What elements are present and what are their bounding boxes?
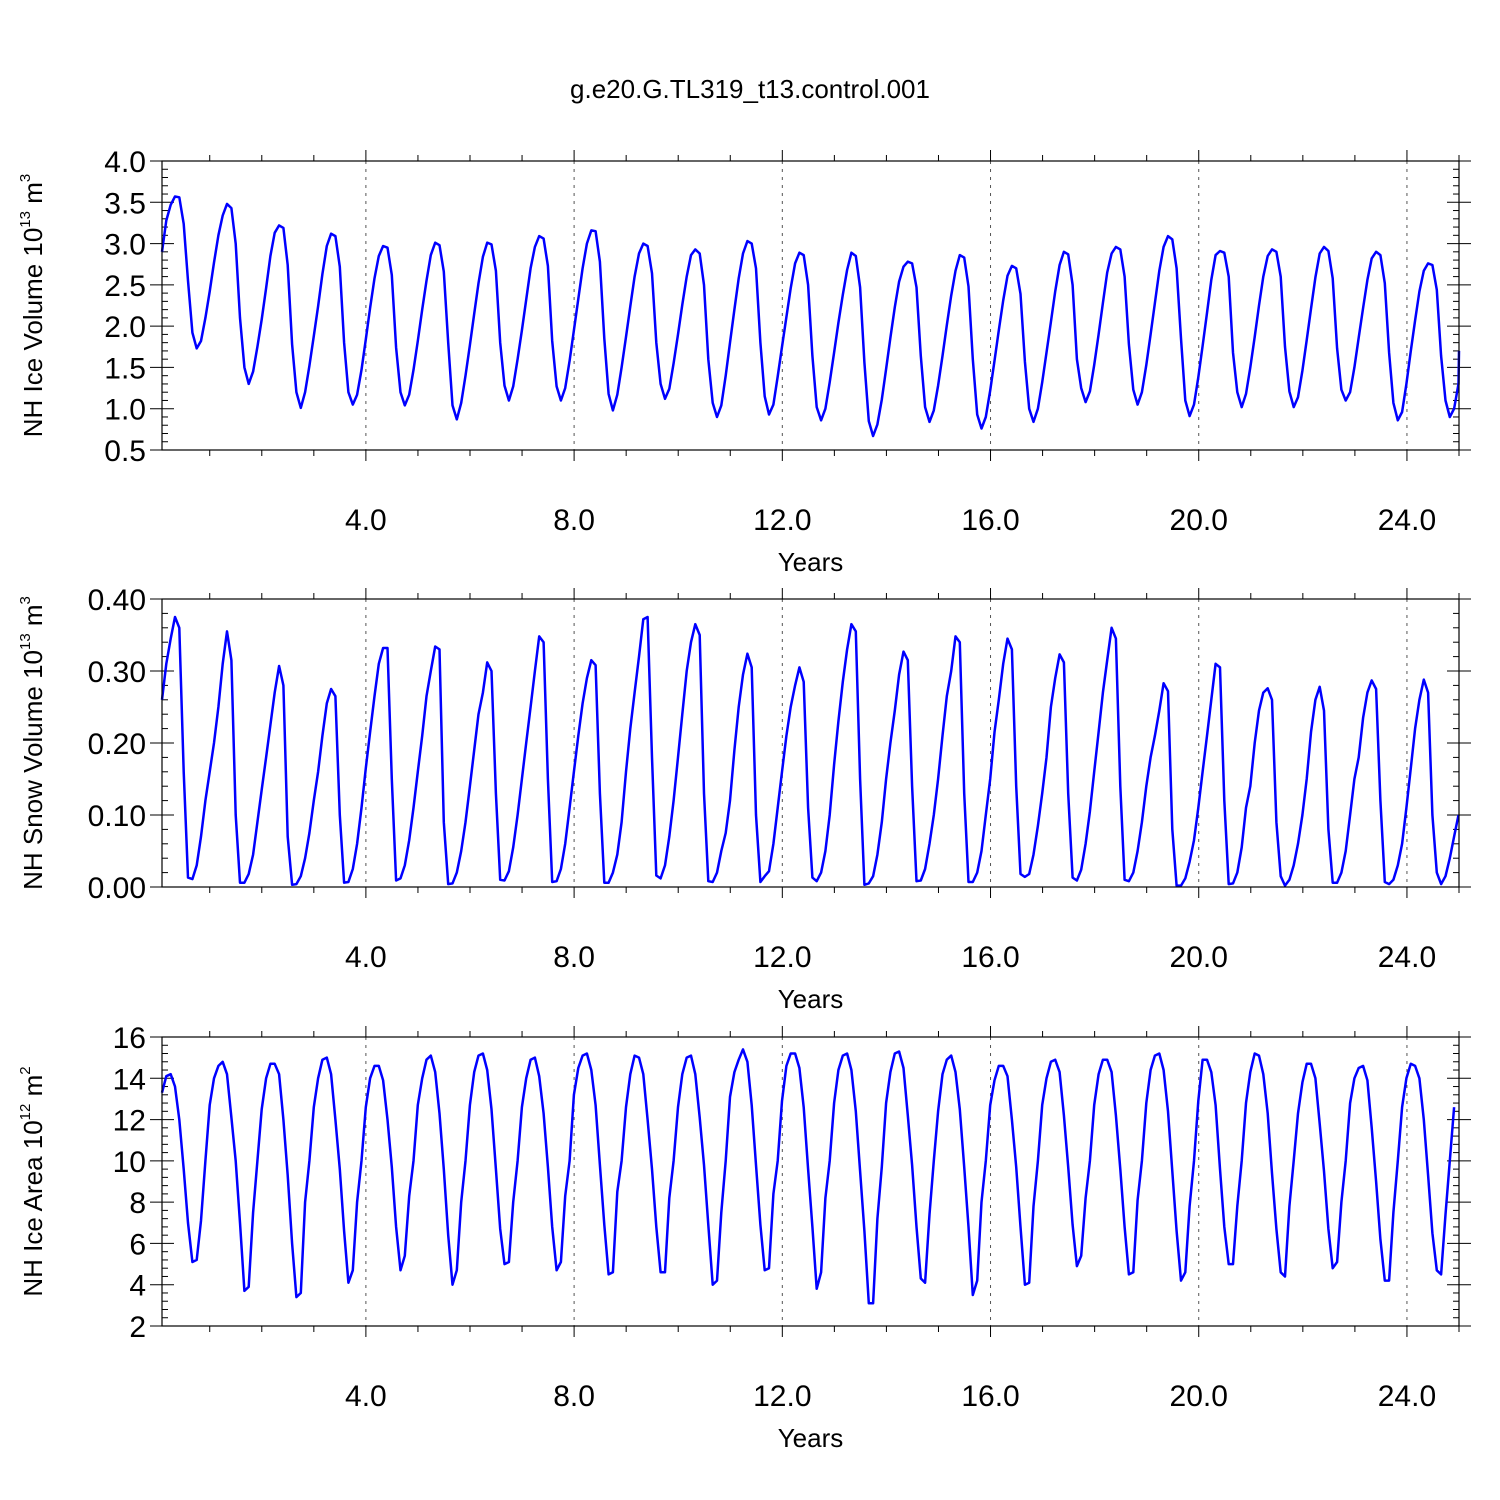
y-tick-label: 4.0 [104, 146, 146, 179]
y-tick-labels: 2 4 6 8 10 12 14 16 [113, 1022, 146, 1344]
y-axis-title: NH Ice Volume 1013 m3 [17, 174, 48, 437]
vertical-gridlines [365, 1037, 1408, 1326]
x-tick-label: 16.0 [961, 504, 1019, 537]
panel-snow-volume: 0.00 0.10 0.20 0.30 0.40 4.0 8.0 12.0 16.0 20.0 2… [17, 584, 1471, 1014]
y-tick-label: 10 [113, 1146, 146, 1179]
y-tick-label: 1.0 [104, 394, 146, 427]
x-tick-label: 12.0 [753, 941, 811, 974]
x-axis-title: Years [778, 547, 844, 577]
x-tick-label: 8.0 [553, 1380, 595, 1413]
y-axis-title-exponent: 13 [17, 633, 34, 650]
x-tick-label: 20.0 [1170, 504, 1228, 537]
x-tick-label: 16.0 [961, 941, 1019, 974]
minor-ticks [162, 1031, 1460, 1332]
plot-frame [161, 598, 1460, 888]
x-tick-label: 20.0 [1170, 1380, 1228, 1413]
y-axis-title-unit: m [18, 604, 48, 633]
y-tick-label: 2.5 [104, 270, 146, 303]
y-tick-label: 0.5 [104, 435, 146, 468]
y-axis-title-exponent: 13 [17, 211, 34, 228]
x-tick-label: 8.0 [553, 941, 595, 974]
y-tick-labels: 0.5 1.0 1.5 2.0 2.5 3.0 3.5 4.0 [104, 146, 146, 468]
y-axis-title: NH Ice Area 1012 m2 [17, 1066, 48, 1296]
y-tick-label: 12 [113, 1105, 146, 1138]
x-tick-label: 16.0 [961, 1380, 1019, 1413]
ice-volume-line [160, 195, 1461, 438]
plot-frame [161, 160, 1460, 451]
snow-volume-line [160, 615, 1460, 887]
y-tick-label: 2.0 [104, 311, 146, 344]
x-tick-label: 20.0 [1170, 941, 1228, 974]
panel-ice-volume: 0.5 1.0 1.5 2.0 2.5 3.0 3.5 4.0 4.0 8.0 12.0 16.0 2… [17, 146, 1471, 577]
y-tick-label: 0.40 [88, 584, 146, 617]
x-tick-label: 24.0 [1378, 504, 1436, 537]
panel-ice-area: 2 4 6 8 10 12 14 16 4.0 8.0 12.0 16.0 20.0 24.0 Year… [17, 1022, 1471, 1453]
x-tick-labels: 4.0 8.0 12.0 16.0 20.0 24.0 [345, 941, 1436, 974]
y-axis-title-unit: m [18, 1075, 48, 1104]
figure-title: g.e20.G.TL319_t13.control.001 [570, 74, 930, 104]
x-tick-label: 4.0 [345, 504, 387, 537]
ice-area-line [160, 1048, 1456, 1305]
x-tick-label: 12.0 [753, 504, 811, 537]
x-tick-label: 8.0 [553, 504, 595, 537]
x-tick-label: 12.0 [753, 1380, 811, 1413]
x-axis-title: Years [778, 1423, 844, 1453]
x-axis-title: Years [778, 984, 844, 1014]
x-tick-label: 24.0 [1378, 941, 1436, 974]
y-tick-label: 1.5 [104, 352, 146, 385]
y-axis-title-exponent: 12 [17, 1104, 34, 1121]
y-tick-label: 0.10 [88, 800, 146, 833]
y-axis-title-text: NH Snow Volume 10 [18, 650, 48, 890]
plot-frame [161, 1036, 1460, 1327]
y-tick-label: 14 [113, 1063, 146, 1096]
y-tick-label: 16 [113, 1022, 146, 1055]
y-axis-title: NH Snow Volume 1013 m3 [17, 596, 48, 890]
y-tick-labels: 0.00 0.10 0.20 0.30 0.40 [88, 584, 146, 905]
y-tick-label: 2 [129, 1311, 146, 1344]
y-tick-label: 6 [129, 1228, 146, 1261]
x-tick-label: 4.0 [345, 1380, 387, 1413]
y-tick-label: 4 [129, 1270, 146, 1303]
x-tick-labels: 4.0 8.0 12.0 16.0 20.0 24.0 [345, 1380, 1436, 1413]
y-tick-label: 3.5 [104, 187, 146, 220]
y-tick-label: 3.0 [104, 229, 146, 262]
y-axis-title-unit-exponent: 2 [17, 1066, 34, 1074]
minor-ticks [162, 155, 1460, 456]
x-tick-label: 24.0 [1378, 1380, 1436, 1413]
x-tick-label: 4.0 [345, 941, 387, 974]
y-tick-label: 0.00 [88, 872, 146, 905]
vertical-gridlines [365, 161, 1408, 450]
y-tick-label: 0.20 [88, 728, 146, 761]
y-axis-title-unit-exponent: 3 [17, 174, 34, 182]
y-tick-label: 8 [129, 1187, 146, 1220]
vertical-gridlines [365, 599, 1408, 887]
y-tick-label: 0.30 [88, 656, 146, 689]
y-axis-title-text: NH Ice Volume 10 [18, 228, 48, 438]
x-tick-labels: 4.0 8.0 12.0 16.0 20.0 24.0 [345, 504, 1436, 537]
y-axis-title-unit-exponent: 3 [17, 596, 34, 604]
minor-ticks [162, 593, 1460, 893]
y-axis-title-unit: m [18, 182, 48, 211]
y-axis-title-text: NH Ice Area 10 [18, 1120, 48, 1296]
